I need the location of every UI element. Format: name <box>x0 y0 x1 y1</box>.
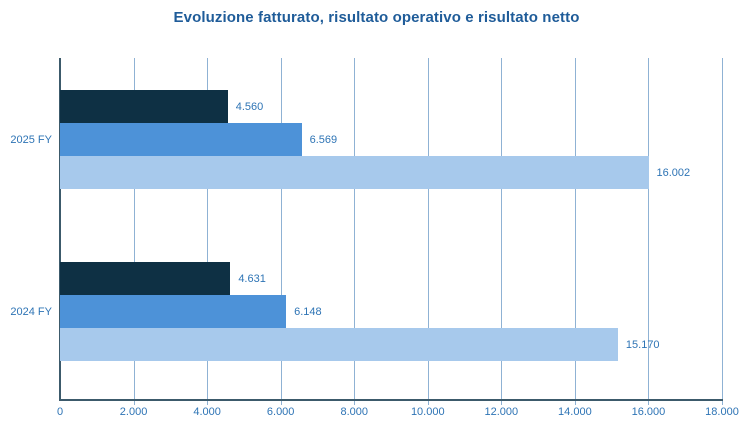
x-tick-label: 8.000 <box>340 406 368 418</box>
category-label-2025-FY: 2025 FY <box>10 133 52 146</box>
bar-value-label: 6.569 <box>309 133 338 146</box>
bar-risultato-operativo-2025-FY[interactable] <box>60 123 302 156</box>
gridline <box>133 58 135 399</box>
x-tick-label: 10.000 <box>410 406 445 418</box>
gridline <box>722 58 723 399</box>
axis-tick <box>133 401 135 405</box>
bar-value-label: 16.002 <box>656 166 691 179</box>
axis-tick <box>427 401 429 405</box>
axis-tick <box>501 401 503 405</box>
x-tick-label: 2.000 <box>119 406 148 418</box>
bar-fatturato-2025-FY[interactable] <box>60 156 649 189</box>
axis-tick <box>574 401 576 405</box>
gridline <box>501 58 503 399</box>
bar-fatturato-2024-FY[interactable] <box>60 328 618 361</box>
gridline <box>648 58 650 399</box>
bar-value-label: 4.560 <box>235 100 264 113</box>
axis-tick <box>280 401 282 405</box>
category-label-2024-FY: 2024 FY <box>10 305 52 318</box>
gridline <box>427 58 429 399</box>
chart-title: Evoluzione fatturato, risultato operativ… <box>173 9 580 26</box>
x-tick-label: 18.000 <box>705 406 739 418</box>
bar-value-label: 4.631 <box>238 272 266 285</box>
gridline <box>574 58 576 399</box>
axis-tick <box>207 401 209 405</box>
bar-risultato-netto-2025-FY[interactable] <box>60 90 228 123</box>
axis-tick <box>722 401 723 405</box>
axis-tick <box>354 401 356 405</box>
x-tick-label: 12.000 <box>484 406 519 418</box>
bar-risultato-netto-2024-FY[interactable] <box>60 262 231 295</box>
x-tick-label: 4.000 <box>193 406 221 418</box>
x-tick-label: 0 <box>56 406 64 418</box>
bar-value-label: 6.148 <box>294 305 322 318</box>
bar-value-label: 15.170 <box>625 338 660 351</box>
y-axis-line <box>59 58 61 401</box>
axis-tick <box>648 401 650 405</box>
bar-risultato-operativo-2024-FY[interactable] <box>60 295 287 328</box>
x-tick-label: 16.000 <box>631 406 666 418</box>
x-tick-label: 6.000 <box>266 406 295 418</box>
gridline <box>280 58 282 399</box>
gridline <box>354 58 356 399</box>
x-tick-label: 14.000 <box>558 406 592 418</box>
gridline <box>207 58 209 399</box>
x-axis-line <box>59 399 723 401</box>
